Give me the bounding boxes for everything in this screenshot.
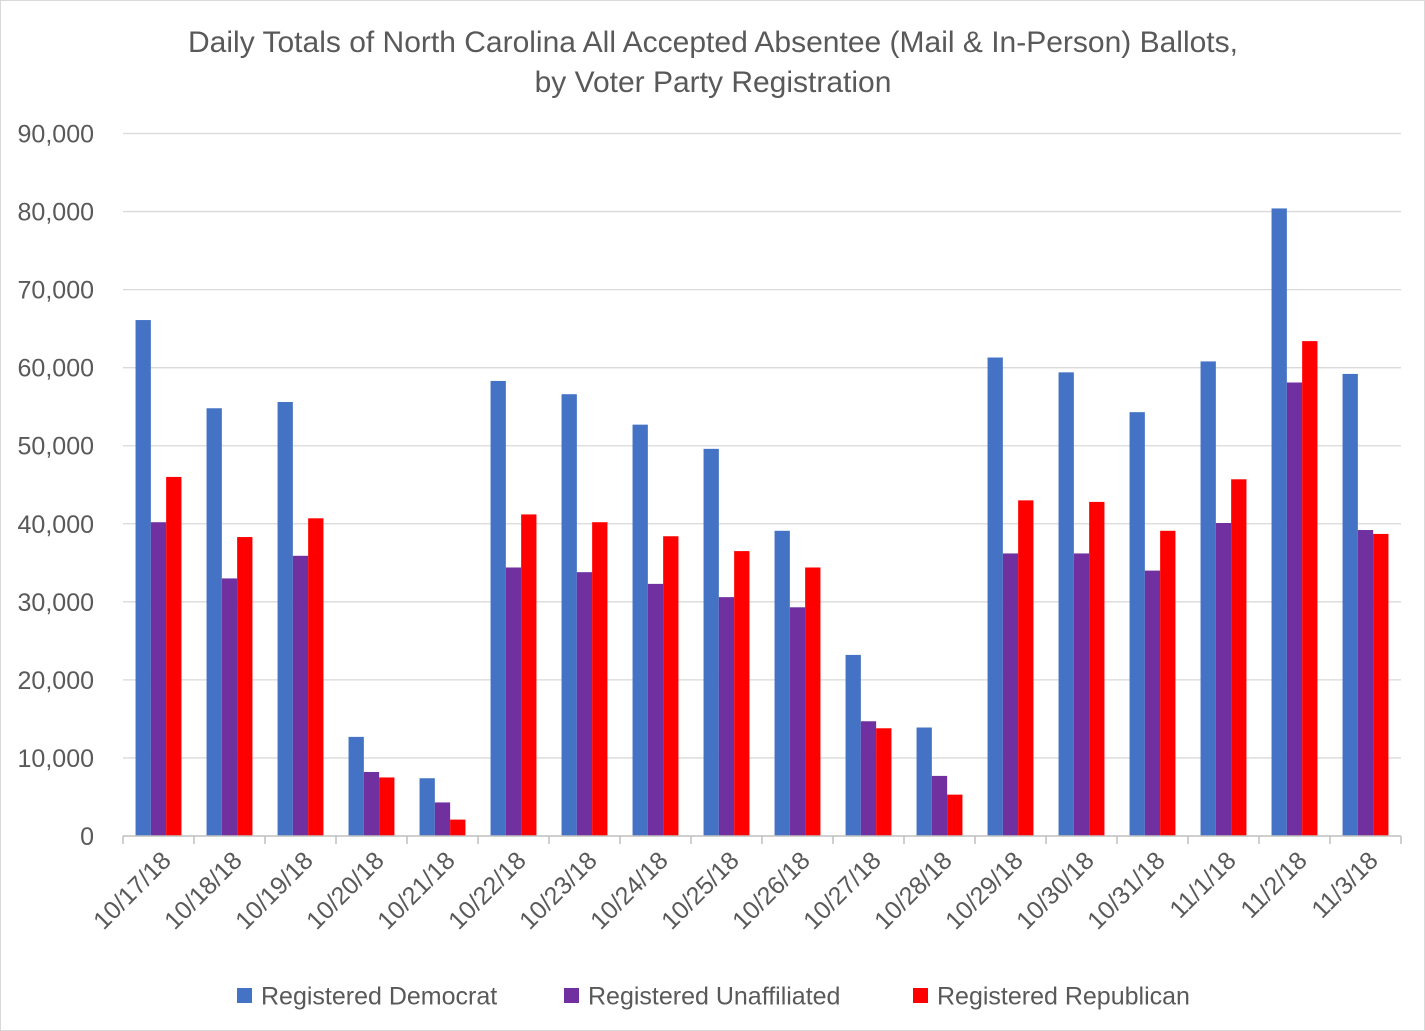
- y-tick-label: 10,000: [18, 745, 94, 773]
- bar-registered-republican: [521, 514, 537, 836]
- bar-registered-republican: [1089, 501, 1105, 836]
- bar-registered-unaffiliated: [292, 555, 309, 836]
- bar-registered-republican: [876, 728, 892, 836]
- bar-registered-democrat: [703, 448, 719, 836]
- bar-registered-unaffiliated: [789, 607, 806, 836]
- bar-registered-democrat: [916, 727, 932, 836]
- bar-registered-republican: [734, 551, 750, 836]
- x-tick-label: 10/25/18: [656, 846, 745, 935]
- x-axis-labels: 10/17/1810/18/1810/19/1810/20/1810/21/18…: [88, 846, 1384, 935]
- bar-registered-republican: [1018, 500, 1034, 836]
- x-tick-label: 11/3/18: [1306, 846, 1383, 923]
- y-tick-label: 60,000: [18, 355, 94, 383]
- bar-registered-republican: [237, 537, 253, 836]
- bar-registered-unaffiliated: [718, 597, 735, 836]
- x-tick-label: 11/2/18: [1235, 846, 1312, 923]
- legend-label: Registered Unaffiliated: [588, 983, 840, 1011]
- y-axis-labels: 0 10,000 20,000 30,000 40,000 50,000 60,000 70,…: [18, 121, 94, 852]
- bar-registered-republican: [1302, 341, 1318, 836]
- bar-registered-democrat: [1058, 372, 1074, 836]
- bar-registered-democrat: [490, 380, 506, 836]
- chart-subtitle: by Voter Party Registration: [535, 66, 892, 99]
- bar-registered-unaffiliated: [860, 721, 877, 836]
- bar-registered-unaffiliated: [931, 775, 948, 836]
- x-tick-label: 10/30/18: [1011, 846, 1100, 935]
- legend-label: Registered Democrat: [261, 983, 497, 1011]
- bar-registered-unaffiliated: [221, 578, 238, 836]
- bar-registered-democrat: [1129, 412, 1145, 836]
- x-tick-label: 10/19/18: [230, 846, 319, 935]
- x-tick-label: 11/1/18: [1164, 846, 1241, 923]
- bar-registered-democrat: [632, 424, 648, 836]
- y-tick-label: 70,000: [18, 277, 94, 305]
- bar-registered-republican: [663, 536, 679, 836]
- bar-registered-democrat: [1271, 208, 1287, 836]
- legend-label: Registered Republican: [937, 983, 1190, 1011]
- x-tick-label: 10/26/18: [727, 846, 816, 935]
- legend: Registered Democrat Registered Unaffiliat…: [237, 983, 1190, 1011]
- bar-registered-republican: [1160, 530, 1176, 836]
- bar-registered-democrat: [774, 530, 790, 836]
- legend-swatch: [237, 988, 252, 1003]
- x-tick-label: 10/31/18: [1082, 846, 1171, 935]
- bar-registered-unaffiliated: [1215, 522, 1232, 836]
- bar-registered-unaffiliated: [1002, 553, 1019, 836]
- x-tick-label: 10/18/18: [159, 846, 248, 935]
- bar-registered-republican: [166, 476, 182, 836]
- bar-registered-unaffiliated: [363, 771, 380, 836]
- bar-registered-republican: [308, 518, 324, 836]
- x-tick-label: 10/24/18: [585, 846, 674, 935]
- bar-registered-democrat: [277, 402, 293, 836]
- bar-registered-unaffiliated: [1286, 382, 1303, 836]
- bar-registered-democrat: [419, 778, 435, 836]
- bar-registered-democrat: [561, 394, 577, 836]
- bar-registered-democrat: [206, 408, 222, 836]
- x-tick-label: 10/17/18: [88, 846, 177, 935]
- gridlines: [123, 132, 1401, 759]
- x-tick-label: 10/22/18: [443, 846, 532, 935]
- bar-registered-democrat: [348, 736, 364, 836]
- bar-registered-unaffiliated: [505, 567, 522, 836]
- x-tick-label: 10/23/18: [514, 846, 603, 935]
- bar-registered-unaffiliated: [1357, 530, 1374, 836]
- bar-registered-republican: [947, 794, 963, 836]
- bar-registered-republican: [450, 819, 466, 836]
- bar-registered-unaffiliated: [647, 583, 664, 836]
- y-tick-label: 30,000: [18, 589, 94, 617]
- legend-swatch: [913, 988, 928, 1003]
- y-tick-label: 20,000: [18, 667, 94, 695]
- x-tick-label: 10/20/18: [301, 846, 390, 935]
- bar-registered-republican: [805, 567, 821, 836]
- bar-registered-unaffiliated: [576, 572, 593, 836]
- x-axis: [122, 835, 1402, 844]
- y-tick-label: 50,000: [18, 433, 94, 461]
- chart-title: Daily Totals of North Carolina All Accep…: [188, 26, 1238, 59]
- bar-registered-republican: [1373, 533, 1389, 836]
- x-tick-label: 10/27/18: [798, 846, 887, 935]
- y-tick-label: 40,000: [18, 511, 94, 539]
- bar-registered-republican: [379, 777, 395, 836]
- bar-registered-democrat: [1342, 373, 1358, 836]
- x-tick-label: 10/29/18: [940, 846, 1029, 935]
- legend-swatch: [564, 988, 579, 1003]
- bar-registered-unaffiliated: [434, 802, 451, 836]
- bar-registered-unaffiliated: [1144, 570, 1161, 836]
- bar-registered-democrat: [987, 357, 1003, 836]
- bar-registered-republican: [592, 522, 608, 836]
- bar-registered-democrat: [135, 320, 151, 837]
- bar-registered-republican: [1231, 479, 1247, 836]
- bar-registered-unaffiliated: [1073, 553, 1090, 836]
- bar-registered-democrat: [845, 654, 861, 836]
- bar-registered-unaffiliated: [150, 522, 167, 836]
- bars: [135, 208, 1389, 837]
- x-tick-label: 10/21/18: [372, 846, 461, 935]
- bar-registered-democrat: [1200, 361, 1216, 836]
- y-tick-label: 0: [80, 823, 94, 851]
- y-tick-label: 80,000: [18, 199, 94, 227]
- x-tick-label: 10/28/18: [869, 846, 958, 935]
- y-tick-label: 90,000: [18, 121, 94, 149]
